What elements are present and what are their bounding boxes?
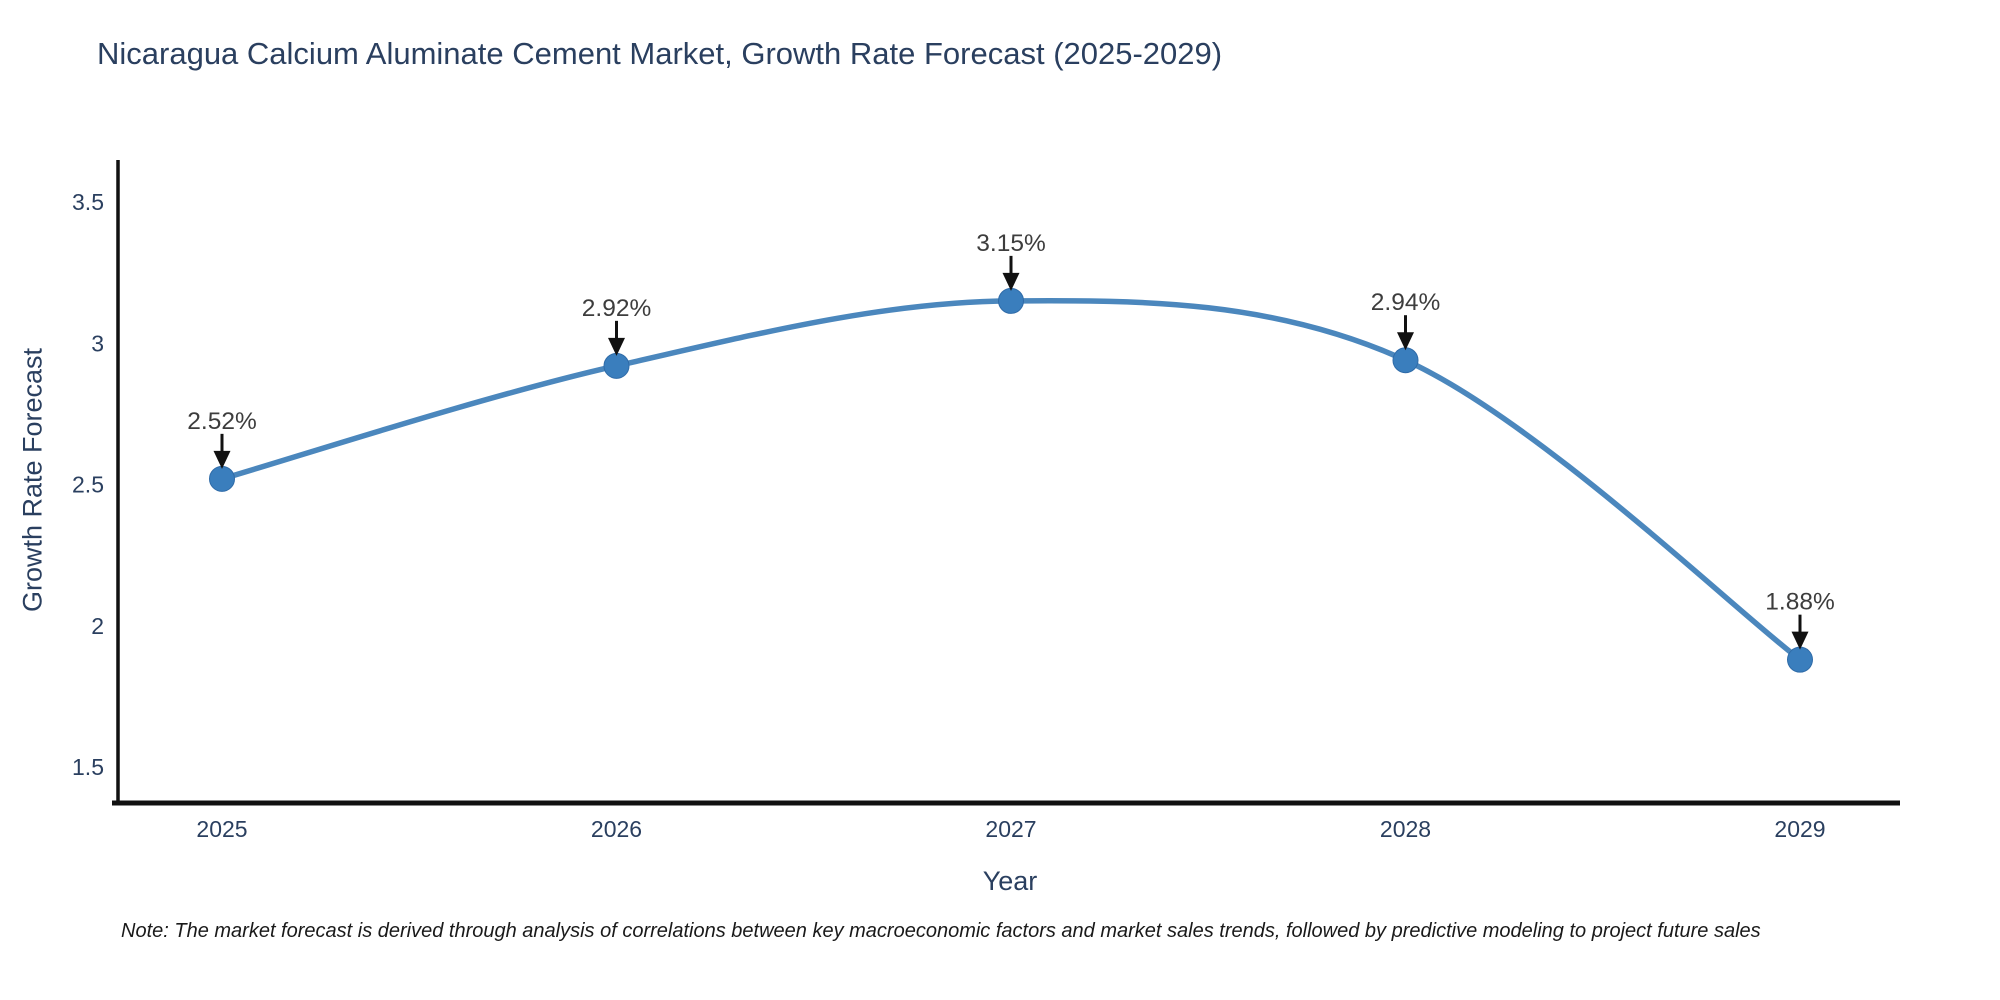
y-tick-label: 2.5: [72, 472, 104, 498]
y-tick-label: 3.5: [72, 189, 104, 215]
data-point-marker: [1392, 347, 1419, 374]
data-point-label: 1.88%: [1765, 589, 1834, 616]
data-point-label: 3.15%: [976, 230, 1045, 257]
chart-title: Nicaragua Calcium Aluminate Cement Marke…: [97, 36, 1223, 71]
line-series: [219, 297, 1803, 663]
x-tick-label: 2027: [985, 816, 1036, 842]
annotation-arrowhead-icon: [608, 337, 625, 356]
annotation-arrowhead-icon: [1002, 272, 1020, 291]
data-point-label: 2.52%: [187, 408, 256, 435]
y-tick-label: 3: [91, 330, 104, 356]
annotation-arrowhead-icon: [213, 450, 231, 469]
x-tick-label: 2025: [196, 816, 247, 842]
data-point-marker: [209, 465, 235, 492]
data-point-label: 2.92%: [582, 295, 651, 322]
annotation-arrowhead-icon: [1791, 631, 1809, 650]
x-axis-title: Year: [982, 866, 1038, 896]
x-tick-label: 2026: [591, 816, 642, 842]
y-tick-label: 1.5: [72, 754, 104, 780]
data-point-marker: [603, 352, 630, 379]
y-tick-label: 2: [91, 613, 104, 639]
x-tick-label: 2028: [1380, 816, 1431, 842]
data-point-marker: [998, 287, 1024, 314]
annotation-arrowhead-icon: [1397, 332, 1414, 351]
data-point-label: 2.94%: [1371, 289, 1440, 316]
x-tick-label: 2029: [1774, 816, 1825, 842]
data-point-marker: [1787, 646, 1813, 673]
chart-note: Note: The market forecast is derived thr…: [121, 920, 1761, 942]
